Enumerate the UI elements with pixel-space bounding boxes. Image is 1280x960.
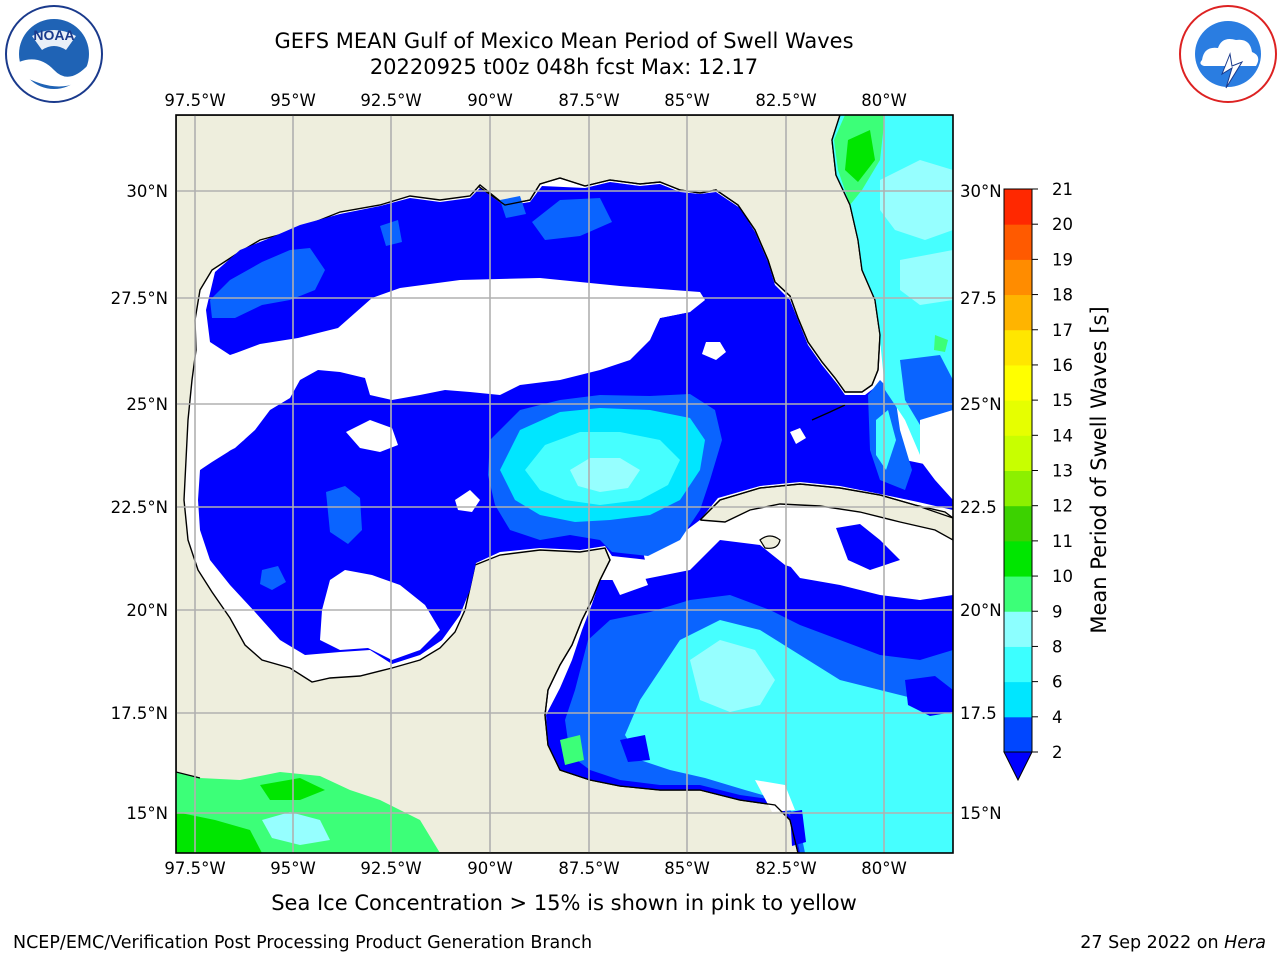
colorbar-tick-label: 21 [1052, 180, 1073, 199]
bottom-lon-label: 87.5°W [558, 859, 619, 878]
right-lat-label: 22.5 [960, 498, 997, 517]
colorbar-segment [1004, 681, 1032, 718]
colorbar [1003, 188, 1033, 782]
footer-date-text: 27 Sep 2022 on [1080, 933, 1225, 953]
noaa-logo-text: NOAA [33, 27, 74, 43]
left-lat-label: 20°N [126, 601, 168, 620]
footer-date: 27 Sep 2022 on Hera [1080, 933, 1266, 953]
left-lat-label: 17.5°N [111, 704, 168, 723]
colorbar-segment [1004, 470, 1032, 507]
colorbar-segment [1004, 716, 1032, 753]
colorbar-tick-label: 19 [1052, 250, 1073, 269]
colorbar-tick-label: 2 [1052, 743, 1063, 762]
colorbar-tick-label: 16 [1052, 356, 1073, 375]
coastline-layer [176, 115, 953, 853]
map-panel [176, 115, 953, 853]
top-lon-label: 97.5°W [164, 91, 225, 110]
top-lon-label: 95°W [270, 91, 316, 110]
right-lat-label: 15°N [960, 804, 1002, 823]
top-lon-label: 85°W [664, 91, 710, 110]
bottom-lon-label: 90°W [467, 859, 513, 878]
colorbar-tick-label: 13 [1052, 462, 1073, 481]
left-lat-label: 22.5°N [111, 498, 168, 517]
colorbar-segment [1004, 505, 1032, 542]
colorbar-tick-label: 18 [1052, 286, 1073, 305]
colorbar-tick-label: 4 [1052, 708, 1063, 727]
colorbar-segment [1004, 540, 1032, 577]
bottom-lon-label: 95°W [270, 859, 316, 878]
colorbar-segment [1004, 646, 1032, 683]
colorbar-ticks: 2 4 6 8 9 10 11 12 13 14 15 16 17 18 19 20 21 [1032, 180, 1073, 762]
sea-ice-note: Sea Ice Concentration > 15% is shown in … [271, 891, 857, 915]
colorbar-tick-label: 17 [1052, 321, 1073, 340]
bottom-lon-labels: 97.5°W 95°W 92.5°W 90°W 87.5°W 85°W 82.5… [164, 859, 906, 878]
colorbar-under-arrow [1003, 751, 1033, 782]
right-lat-label: 25°N [960, 395, 1002, 414]
bottom-lon-label: 92.5°W [360, 859, 421, 878]
top-lon-label: 82.5°W [755, 91, 816, 110]
colorbar-segment [1004, 224, 1032, 260]
map-frame [175, 114, 954, 854]
top-lon-label: 90°W [467, 91, 513, 110]
bottom-lon-label: 97.5°W [164, 859, 225, 878]
nws-logo [1178, 4, 1278, 108]
left-lat-label: 30°N [126, 182, 168, 201]
colorbar-label: Mean Period of Swell Waves [s] [1087, 306, 1111, 633]
bottom-lon-label: 85°W [664, 859, 710, 878]
graticule [176, 115, 953, 853]
top-lon-label: 80°W [861, 91, 907, 110]
top-lon-label: 92.5°W [360, 91, 421, 110]
colorbar-tick-label: 15 [1052, 391, 1073, 410]
right-lat-label: 17.5 [960, 704, 997, 723]
colorbar-tick-label: 9 [1052, 602, 1063, 621]
left-lat-labels: 30°N 27.5°N 25°N 22.5°N 20°N 17.5°N 15°N [111, 182, 168, 823]
chart-subtitle: 20220925 t00z 048h fcst Max: 12.17 [369, 55, 759, 79]
bottom-lon-label: 80°W [861, 859, 907, 878]
colorbar-tick-label: 11 [1052, 532, 1073, 551]
colorbar-tick-label: 8 [1052, 637, 1063, 656]
colorbar-segment [1004, 576, 1032, 612]
left-lat-label: 15°N [126, 804, 168, 823]
right-lat-label: 20°N [960, 601, 1002, 620]
colorbar-segment [1004, 189, 1032, 225]
footer-credit: NCEP/EMC/Verification Post Processing Pr… [13, 933, 593, 953]
colorbar-tick-label: 20 [1052, 215, 1073, 234]
colorbar-segment [1004, 294, 1032, 331]
colorbar-tick-label: 10 [1052, 567, 1073, 586]
noaa-logo: NOAA [4, 4, 104, 108]
right-lat-labels: 30°N 27.5 25°N 22.5 20°N 17.5 15°N [960, 182, 1002, 823]
right-lat-label: 30°N [960, 182, 1002, 201]
colorbar-segment [1004, 400, 1032, 436]
colorbar-tick-label: 14 [1052, 426, 1073, 445]
chart-title: GEFS MEAN Gulf of Mexico Mean Period of … [274, 29, 854, 53]
swell-period-field [176, 115, 953, 853]
isla-juventud-land [759, 535, 781, 549]
colorbar-segment [1004, 364, 1032, 401]
top-lon-label: 87.5°W [558, 91, 619, 110]
colorbar-segment [1004, 611, 1032, 647]
top-lon-labels: 97.5°W 95°W 92.5°W 90°W 87.5°W 85°W 82.5… [164, 91, 906, 110]
colorbar-segment [1004, 435, 1032, 471]
colorbar-segment [1004, 259, 1032, 296]
colorbar-tick-label: 12 [1052, 497, 1073, 516]
colorbar-tick-label: 6 [1052, 673, 1063, 692]
left-lat-label: 25°N [126, 395, 168, 414]
right-lat-label: 27.5 [960, 289, 997, 308]
colorbar-segment [1004, 329, 1032, 366]
left-lat-label: 27.5°N [111, 289, 168, 308]
bottom-lon-label: 82.5°W [755, 859, 816, 878]
footer-host: Hera [1224, 933, 1266, 953]
